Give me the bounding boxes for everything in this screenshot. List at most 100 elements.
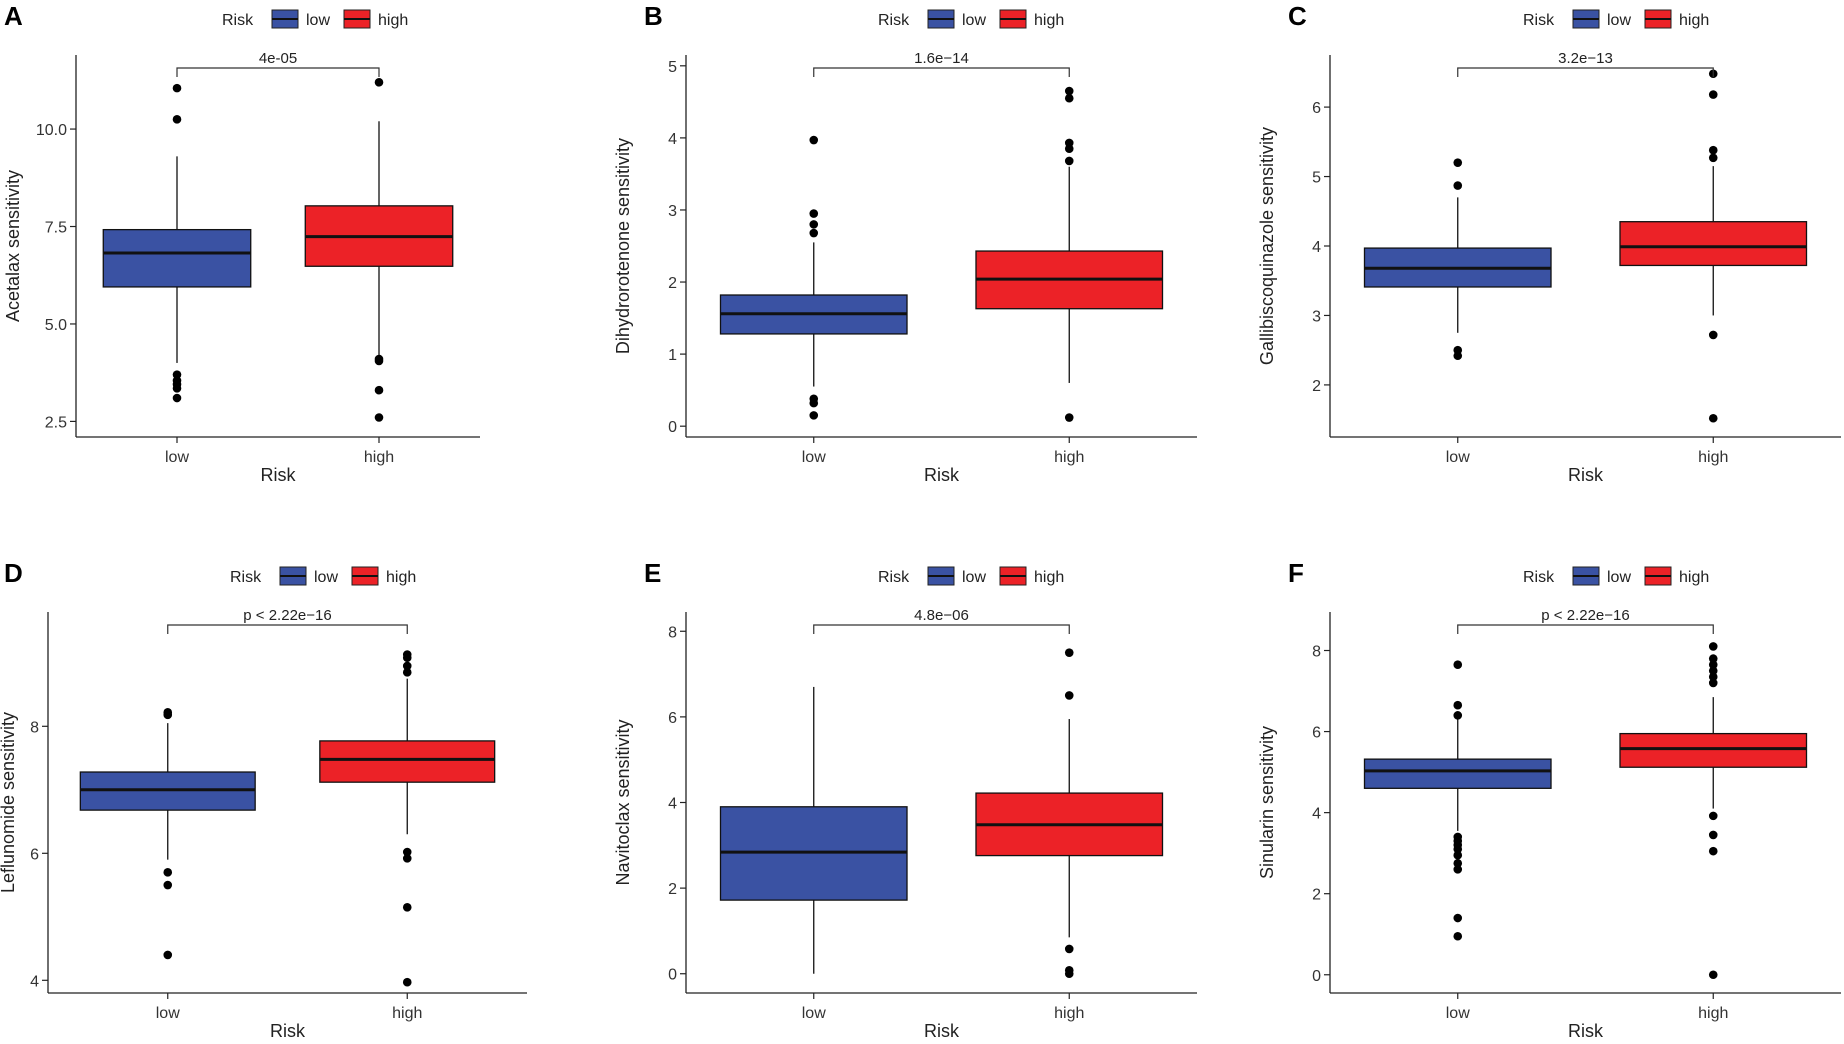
- outlier-point: [1064, 413, 1074, 422]
- outlier-point: [1708, 153, 1718, 163]
- y-axis-title: Leflunomide sensitivity: [0, 712, 18, 893]
- outlier-point: [163, 708, 173, 717]
- x-tick-label: low: [1446, 1005, 1470, 1022]
- significance-bracket: [813, 624, 1070, 634]
- y-tick-label: 4: [668, 796, 677, 813]
- p-value-label: p < 2.22e−16: [1541, 607, 1629, 624]
- p-value-label: p < 2.22e−16: [243, 607, 331, 624]
- panel-letter: B: [644, 1, 663, 31]
- box-high: [975, 86, 1164, 422]
- outlier-point: [1064, 691, 1074, 700]
- outlier-point: [402, 854, 412, 863]
- y-tick-label: 8: [668, 624, 677, 641]
- outlier-point: [1453, 158, 1463, 167]
- x-tick-label: low: [1446, 449, 1470, 466]
- outlier-point: [1708, 145, 1718, 155]
- y-tick-label: 7.5: [45, 220, 67, 237]
- outlier-point: [1708, 811, 1718, 821]
- box-low: [79, 708, 256, 960]
- y-axis-title: Navitoclax sensitivity: [613, 719, 633, 885]
- outlier-point: [1453, 700, 1463, 710]
- legend-title: Risk: [230, 569, 262, 586]
- legend-title: Risk: [878, 12, 910, 29]
- outlier-point: [172, 393, 182, 403]
- outlier-point: [1708, 642, 1718, 651]
- panel-b: B Risk low high 0 1 2 3 4 5 low high Risk Dihydrorote…: [613, 1, 1197, 485]
- outlier-point: [1453, 660, 1463, 669]
- y-tick-label: 0: [1312, 968, 1321, 985]
- x-tick-label: high: [1054, 449, 1084, 466]
- y-tick-label: 5: [1312, 170, 1321, 187]
- y-tick-label: 4: [668, 131, 677, 148]
- iqr-box: [319, 740, 496, 783]
- x-axis-title: Risk: [261, 465, 297, 485]
- outlier-point: [1064, 648, 1074, 657]
- y-tick-label: 8: [30, 719, 39, 736]
- outlier-point: [1453, 850, 1463, 860]
- legend-title: Risk: [1523, 569, 1555, 586]
- box-high: [304, 77, 454, 422]
- x-tick-label: high: [364, 449, 394, 466]
- outlier-point: [374, 77, 384, 87]
- outlier-point: [163, 950, 173, 960]
- y-tick-label: 4: [30, 973, 39, 990]
- panel-letter: C: [1288, 1, 1307, 31]
- outlier-point: [1708, 90, 1718, 99]
- outlier-point: [163, 880, 173, 890]
- panel-letter: F: [1288, 558, 1304, 588]
- outlier-point: [402, 668, 412, 677]
- y-tick-label: 6: [1312, 100, 1321, 117]
- y-tick-label: 3: [1312, 308, 1321, 325]
- y-tick-label: 6: [668, 710, 677, 727]
- outlier-point: [1708, 830, 1718, 840]
- iqr-box: [1363, 758, 1552, 789]
- y-tick-label: 2.5: [45, 414, 67, 431]
- legend: Risk low high: [878, 566, 1064, 586]
- box-high: [319, 650, 496, 987]
- box-low: [719, 686, 908, 974]
- outlier-point: [172, 115, 182, 124]
- x-tick-label: high: [392, 1005, 422, 1022]
- x-axis-title: Risk: [270, 1021, 306, 1041]
- outlier-point: [1708, 660, 1718, 669]
- iqr-box: [102, 228, 252, 288]
- outlier-point: [1453, 181, 1463, 190]
- x-tick-label: high: [1054, 1005, 1084, 1022]
- legend-label-high: high: [1034, 569, 1064, 586]
- outlier-point: [402, 977, 412, 987]
- y-tick-label: 5.0: [45, 317, 67, 334]
- significance-bracket: [813, 67, 1070, 77]
- outlier-point: [1708, 654, 1718, 663]
- outlier-point: [1453, 913, 1463, 923]
- legend-label-low: low: [1607, 569, 1631, 586]
- significance-bracket: [167, 624, 408, 634]
- p-value-label: 1.6e−14: [914, 50, 969, 67]
- outlier-point: [1453, 832, 1463, 842]
- y-tick-label: 2: [1312, 378, 1321, 395]
- legend-label-low: low: [962, 569, 986, 586]
- y-axis-title: Acetalax sensitivity: [3, 170, 23, 322]
- legend-label-high: high: [378, 12, 408, 29]
- y-tick-label: 0: [668, 967, 677, 984]
- x-axis-title: Risk: [1568, 1021, 1604, 1041]
- x-axis-title: Risk: [1568, 465, 1604, 485]
- outlier-point: [1453, 865, 1463, 874]
- x-tick-label: low: [802, 449, 826, 466]
- outlier-point: [1064, 966, 1074, 975]
- outlier-point: [809, 394, 819, 404]
- y-tick-label: 4: [1312, 806, 1321, 823]
- p-value-label: 3.2e−13: [1558, 50, 1613, 67]
- legend: Risk low high: [1523, 9, 1709, 29]
- legend-label-high: high: [386, 569, 416, 586]
- outlier-point: [809, 220, 819, 229]
- outlier-point: [1708, 666, 1718, 676]
- y-tick-label: 0: [668, 419, 677, 436]
- legend-label-low: low: [1607, 12, 1631, 29]
- outlier-point: [1453, 711, 1463, 720]
- panel-d: D Risk low high 4 6 8 low high Risk Leflunomide se…: [0, 558, 527, 1041]
- outlier-point: [809, 209, 819, 218]
- y-tick-label: 10.0: [36, 122, 67, 139]
- box-low: [719, 135, 908, 420]
- significance-bracket: [1457, 624, 1714, 634]
